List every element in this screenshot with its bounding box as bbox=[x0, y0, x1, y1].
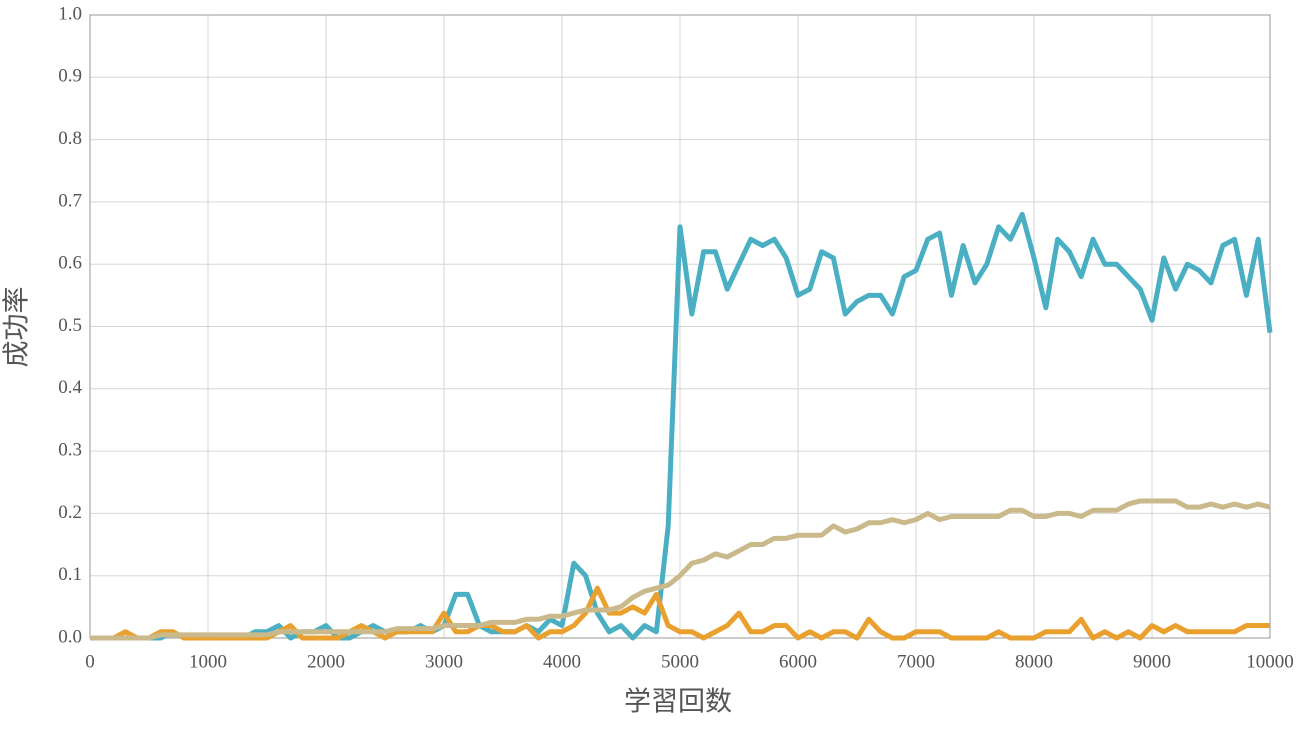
x-tick-label: 2000 bbox=[307, 651, 345, 672]
y-tick-label: 0.0 bbox=[58, 626, 82, 647]
y-tick-label: 0.2 bbox=[58, 502, 82, 523]
x-tick-label: 7000 bbox=[897, 651, 935, 672]
y-tick-label: 1.0 bbox=[58, 3, 82, 24]
x-axis-title: 学習回数 bbox=[624, 687, 732, 718]
x-tick-label: 4000 bbox=[543, 651, 581, 672]
y-axis-title: 成功率 bbox=[2, 287, 33, 368]
x-tick-label: 1000 bbox=[189, 651, 227, 672]
x-tick-label: 5000 bbox=[661, 651, 699, 672]
x-tick-label: 3000 bbox=[425, 651, 463, 672]
y-tick-label: 0.6 bbox=[58, 253, 82, 274]
y-tick-label: 0.9 bbox=[58, 66, 82, 87]
x-tick-label: 0 bbox=[85, 651, 95, 672]
y-tick-label: 0.8 bbox=[58, 128, 82, 149]
y-tick-label: 0.7 bbox=[58, 190, 82, 211]
x-tick-label: 10000 bbox=[1246, 651, 1294, 672]
series-line bbox=[90, 585, 1270, 641]
series-line bbox=[90, 498, 1271, 641]
x-tick-label: 6000 bbox=[779, 651, 817, 672]
y-tick-label: 0.5 bbox=[58, 315, 82, 336]
y-tick-label: 0.4 bbox=[58, 377, 82, 398]
x-tick-label: 9000 bbox=[1133, 651, 1171, 672]
y-tick-label: 0.1 bbox=[58, 564, 82, 585]
y-tick-label: 0.3 bbox=[58, 439, 82, 460]
x-tick-label: 8000 bbox=[1015, 651, 1053, 672]
